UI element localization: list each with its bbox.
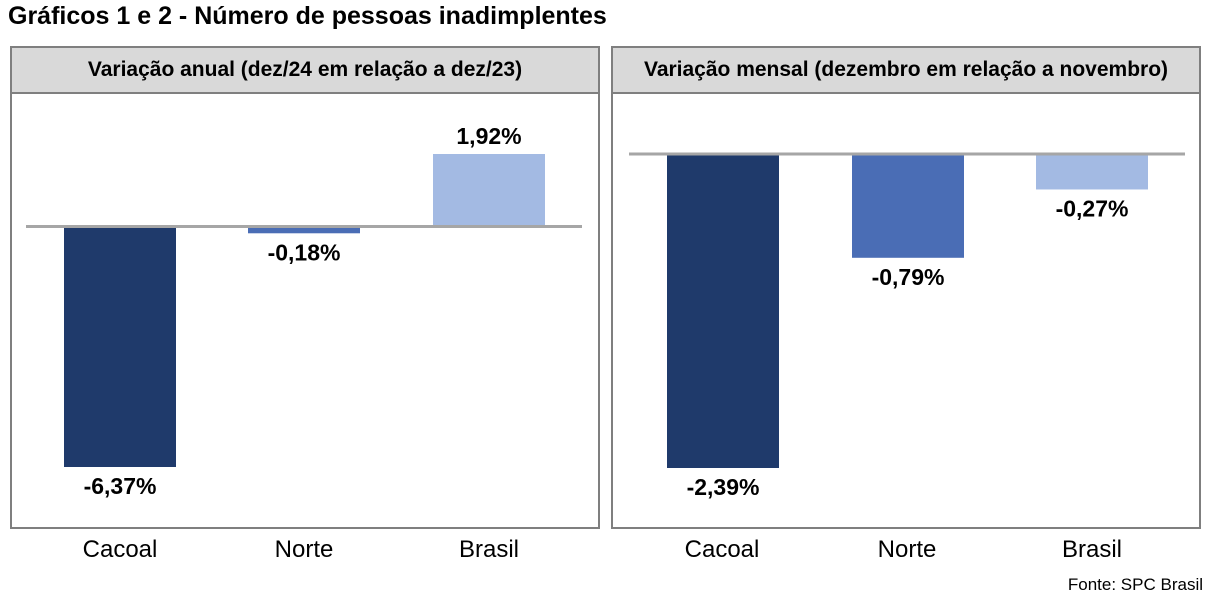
monthly-category-label-cacoal: Cacoal [684, 536, 760, 563]
monthly-category-axis: Cacoal Norte Brasil [611, 536, 1201, 566]
monthly-bar-brasil [1036, 154, 1148, 190]
annual-chart-title: Variação anual (dez/24 em relação a dez/… [12, 48, 598, 94]
monthly-bar-norte [852, 154, 964, 258]
monthly-data-label-cacoal: -2,39% [687, 474, 760, 500]
monthly-bar-cacoal [667, 154, 779, 468]
source-note: Fonte: SPC Brasil [1067, 575, 1203, 594]
monthly-chart-title: Variação mensal (dezembro em relação a n… [613, 48, 1199, 94]
annual-chart-plot: -6,37% -0,18% 1,92% [26, 123, 582, 499]
annual-data-label-norte: -0,18% [268, 239, 341, 265]
monthly-category-label-brasil: Brasil [1061, 536, 1123, 563]
monthly-data-label-brasil: -0,27% [1056, 195, 1129, 221]
annual-chart-panel: Variação anual (dez/24 em relação a dez/… [10, 46, 600, 529]
monthly-chart-plot: -2,39% -0,79% -0,27% [629, 152, 1185, 500]
annual-category-label-brasil: Brasil [458, 536, 520, 563]
monthly-chart-panel: Variação mensal (dezembro em relação a n… [611, 46, 1201, 529]
annual-bar-cacoal [64, 226, 176, 467]
annual-category-axis: Cacoal Norte Brasil [10, 536, 600, 566]
annual-category-label-cacoal: Cacoal [82, 536, 158, 563]
annual-data-label-brasil: 1,92% [456, 123, 521, 149]
page-title: Gráficos 1 e 2 - Número de pessoas inadi… [8, 2, 607, 30]
monthly-data-label-norte: -0,79% [872, 264, 945, 290]
annual-bar-brasil [433, 154, 545, 227]
annual-category-label-norte: Norte [274, 536, 334, 563]
monthly-category-label-norte: Norte [877, 536, 937, 563]
annual-bar-norte [248, 226, 360, 234]
annual-data-label-cacoal: -6,37% [84, 473, 157, 499]
